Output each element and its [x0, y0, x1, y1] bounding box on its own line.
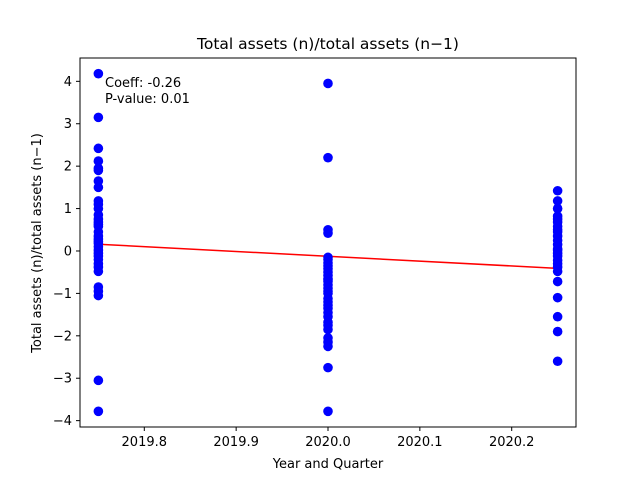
data-point [93, 165, 104, 176]
x-tick-label: 2019.8 [122, 435, 168, 450]
data-point [552, 292, 563, 303]
data-point [552, 266, 563, 277]
y-axis-label: Total assets (n)/total assets (n−1) [30, 133, 45, 354]
data-point [323, 78, 333, 89]
p-value-annotation: P-value: 0.01 [105, 92, 190, 107]
y-tick-label: 1 [64, 202, 72, 217]
data-point [93, 143, 104, 154]
data-point [552, 276, 563, 287]
data-point [93, 290, 104, 301]
y-tick-label: −1 [53, 287, 72, 302]
data-point [93, 219, 104, 230]
y-tick-label: 2 [64, 160, 72, 175]
data-point [93, 406, 104, 417]
x-tick-label: 2020.0 [305, 435, 351, 450]
y-tick-label: 3 [64, 117, 72, 132]
y-tick-label: −3 [53, 372, 72, 387]
data-point [323, 275, 333, 285]
y-tick-label: −4 [53, 414, 72, 429]
data-point [93, 266, 104, 277]
data-point [93, 182, 104, 193]
data-points-layer [93, 68, 563, 417]
y-tick-label: 4 [64, 75, 72, 90]
x-axis: 2019.8 2019.9 2020.0 2020.1 2020.2 [122, 427, 535, 450]
data-point [93, 112, 104, 123]
y-tick-label: −2 [53, 329, 72, 344]
data-point [93, 156, 104, 166]
x-tick-label: 2020.1 [397, 435, 443, 450]
data-point [323, 152, 333, 163]
annotation-layer: Coeff: -0.26 P-value: 0.01 [105, 76, 190, 107]
plot-area: Coeff: -0.26 P-value: 0.01 [79, 57, 577, 428]
data-point [552, 224, 563, 235]
x-tick-label: 2020.2 [489, 435, 535, 450]
data-point [552, 311, 563, 322]
coefficient-annotation: Coeff: -0.26 [105, 76, 181, 91]
data-point [552, 356, 563, 367]
data-point [552, 203, 563, 214]
data-point [323, 406, 333, 417]
data-point [93, 68, 104, 79]
x-axis-label: Year and Quarter [272, 457, 384, 472]
data-point [552, 185, 563, 196]
data-point [552, 326, 563, 337]
data-point [93, 236, 104, 247]
y-tick-label: 0 [64, 244, 72, 259]
data-point [323, 293, 333, 304]
data-point [552, 245, 563, 255]
data-point [93, 375, 104, 386]
y-axis: −4 −3 −2 −1 0 1 2 3 4 [53, 75, 80, 429]
data-point [323, 228, 333, 238]
data-point [323, 324, 333, 335]
x-tick-label: 2019.9 [213, 435, 259, 450]
data-point [323, 362, 333, 373]
data-point [323, 341, 333, 352]
data-point [552, 196, 563, 206]
chart-title: Total assets (n)/total assets (n−1) [196, 35, 459, 53]
